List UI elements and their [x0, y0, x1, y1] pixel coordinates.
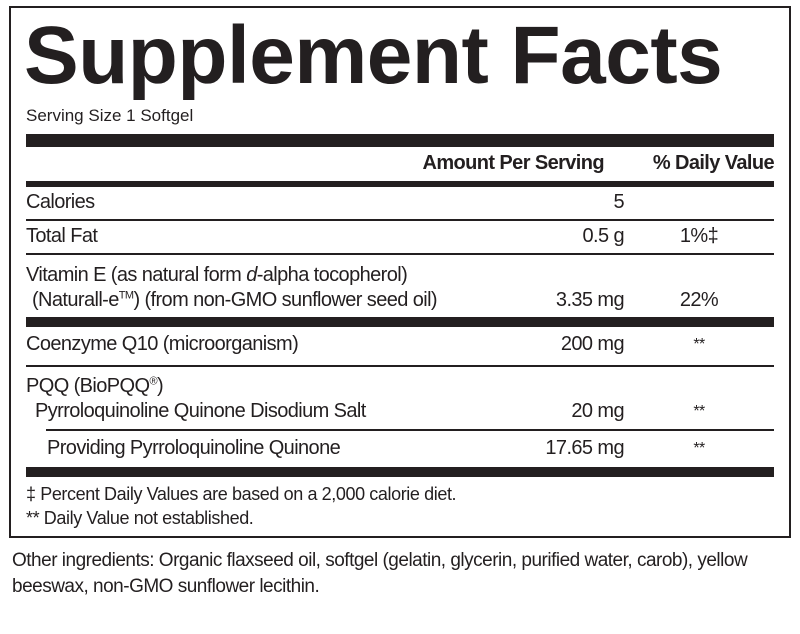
- column-header-row: Amount Per Serving % Daily Value: [26, 147, 775, 181]
- table-row: Coenzyme Q10 (microorganism) 200 mg **: [26, 327, 774, 365]
- divider-line: [26, 219, 774, 221]
- registered-symbol: ®: [149, 375, 157, 388]
- panel-title: Supplement Facts: [24, 10, 723, 101]
- label-text: -alpha tocopherol): [256, 264, 408, 286]
- table-row: Providing Pyrroloquinoline Quinone 17.65…: [26, 431, 774, 467]
- label-text: ): [156, 375, 164, 397]
- row-label: Providing Pyrroloquinoline Quinone: [47, 437, 341, 459]
- divider-thick: [26, 317, 774, 327]
- divider-line-indented: [46, 429, 774, 431]
- footnotes: ‡ Percent Daily Values are based on a 2,…: [26, 477, 774, 530]
- header-dv: % Daily Value: [652, 152, 775, 174]
- row-amount: 3.35 mg: [555, 289, 625, 311]
- supplement-facts-panel: Supplement Facts Serving Size 1 Softgel …: [9, 6, 791, 538]
- row-amount: 0.5 g: [582, 225, 625, 247]
- label-text: ) (from non-GMO sunflower seed oil): [133, 289, 437, 311]
- divider-line: [26, 253, 774, 255]
- row-dv: **: [693, 440, 705, 457]
- row-amount: 5: [613, 191, 624, 213]
- row-label: PQQ (BioPQQ®) Pyrroloquinoline Quinone D…: [26, 374, 494, 424]
- table-row: Calories 5: [26, 187, 774, 219]
- divider-medium: [26, 181, 774, 187]
- row-amount: 200 mg: [560, 333, 625, 355]
- divider-thick: [26, 134, 774, 147]
- label-text: (Naturall-e: [32, 289, 119, 311]
- divider-line: [26, 365, 774, 367]
- label-italic: d: [246, 264, 257, 286]
- header-amount: Amount Per Serving: [422, 152, 605, 174]
- row-dv: 22%: [679, 289, 719, 311]
- table-row: Vitamin E (as natural form d-alpha tocop…: [26, 255, 774, 317]
- label-text: Vitamin E (as natural form: [26, 264, 247, 286]
- other-ingredients: Other ingredients: Organic flaxseed oil,…: [12, 550, 748, 597]
- row-label: Calories: [26, 191, 95, 213]
- row-amount: 20 mg: [571, 400, 624, 422]
- row-amount: 17.65 mg: [545, 437, 624, 459]
- footnote: ** Daily Value not established.: [26, 508, 254, 528]
- divider-thick: [26, 467, 774, 477]
- table-row: Total Fat 0.5 g 1%‡: [26, 221, 774, 253]
- label-text: PQQ (BioPQQ: [26, 375, 150, 397]
- trademark-symbol: TM: [118, 289, 134, 302]
- row-dv: **: [693, 403, 705, 420]
- row-label: Coenzyme Q10 (microorganism): [26, 333, 299, 355]
- row-dv: 1%‡: [679, 225, 719, 247]
- table-row: PQQ (BioPQQ®) Pyrroloquinoline Quinone D…: [26, 367, 774, 429]
- row-dv: **: [693, 336, 705, 353]
- sub-label: Pyrroloquinoline Quinone Disodium Salt: [35, 400, 366, 422]
- row-label: Total Fat: [26, 225, 98, 247]
- footnote: ‡ Percent Daily Values are based on a 2,…: [26, 484, 457, 504]
- serving-size: Serving Size 1 Softgel: [26, 106, 194, 125]
- row-label: Vitamin E (as natural form d-alpha tocop…: [26, 263, 494, 313]
